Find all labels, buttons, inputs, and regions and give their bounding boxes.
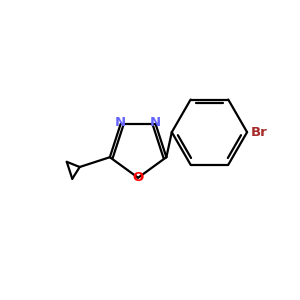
Text: O: O [133, 171, 144, 184]
Text: Br: Br [251, 126, 268, 139]
Text: N: N [115, 116, 126, 130]
Text: N: N [150, 116, 161, 130]
